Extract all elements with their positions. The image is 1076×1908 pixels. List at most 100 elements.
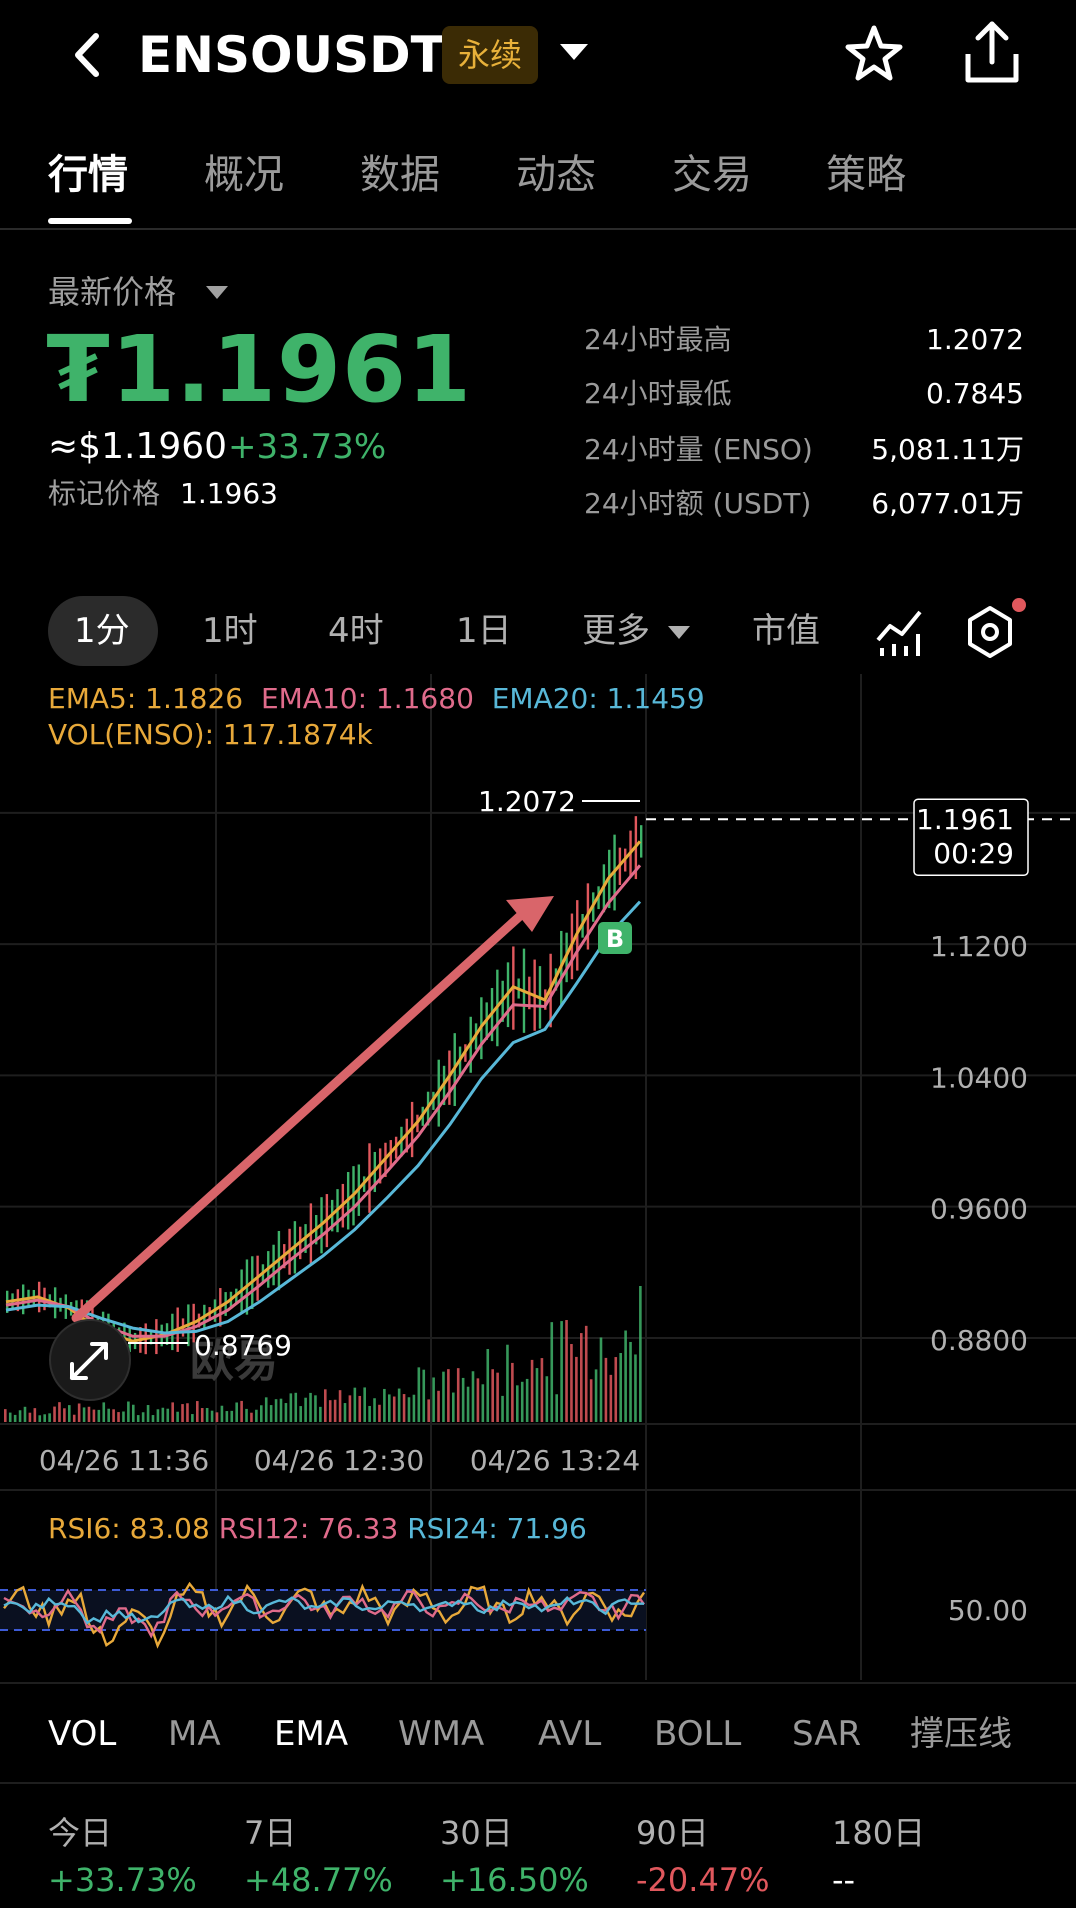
volume-bar <box>309 1392 312 1422</box>
candle <box>640 825 643 858</box>
volume-bar <box>358 1395 362 1422</box>
volume-bar <box>8 1412 12 1422</box>
tab-market[interactable]: 行情 <box>48 152 128 198</box>
back-icon[interactable] <box>62 26 112 84</box>
volume-bar <box>516 1385 519 1422</box>
volume-bar <box>18 1410 22 1422</box>
indicator-sar[interactable]: SAR <box>792 1714 862 1754</box>
last-price-label[interactable]: 最新价格 <box>48 273 177 311</box>
volume-bar <box>333 1399 337 1422</box>
volume-bar <box>274 1399 278 1422</box>
chevron-down-icon[interactable] <box>560 44 588 60</box>
ema-legend: EMA5: 1.1826 EMA10: 1.1680 EMA20: 1.1459 <box>48 680 705 718</box>
chart-indicator-icon[interactable] <box>872 604 928 660</box>
volume-bar <box>634 1354 637 1422</box>
volume-bar <box>373 1398 376 1422</box>
volume-bar <box>196 1401 199 1422</box>
volume-bar <box>427 1399 430 1422</box>
divider <box>0 1782 1076 1784</box>
low-price-label: 0.8769 <box>194 1329 292 1362</box>
interval-1m[interactable]: 1分 <box>74 611 130 651</box>
volume-bar <box>580 1333 583 1422</box>
volume-bar <box>235 1402 238 1422</box>
mark-price-label: 标记价格 <box>48 477 161 510</box>
volume-bar <box>535 1368 539 1422</box>
volume-bar <box>530 1359 534 1422</box>
volume-bar <box>338 1390 342 1422</box>
indicator-boll[interactable]: BOLL <box>654 1714 742 1754</box>
indicator-ma[interactable]: MA <box>168 1714 221 1754</box>
tab-data[interactable]: 数据 <box>360 152 440 198</box>
volume-bar <box>156 1409 160 1422</box>
indicator-ema[interactable]: EMA <box>274 1714 349 1754</box>
volume-bar <box>250 1412 253 1422</box>
volume-bar <box>432 1377 435 1422</box>
y-tick-label: 1.1200 <box>930 930 1028 963</box>
volume-bar <box>348 1395 352 1422</box>
period-label-90d: 90日 <box>636 1814 709 1852</box>
share-icon[interactable] <box>960 20 1024 86</box>
volume-bar <box>570 1344 573 1422</box>
interval-1d[interactable]: 1日 <box>456 611 512 651</box>
rsi-band <box>0 1590 646 1630</box>
volume-bar <box>456 1368 460 1422</box>
volume-bar <box>343 1403 347 1422</box>
volume-bar <box>58 1402 61 1422</box>
ema10-legend: EMA10: 1.1680 <box>260 682 474 715</box>
volume-bar <box>77 1403 81 1422</box>
volume-bar <box>304 1397 307 1422</box>
volume-bar <box>422 1369 426 1422</box>
volume-bar <box>594 1369 598 1422</box>
symbol-title[interactable]: ENSOUSDT <box>138 26 445 84</box>
trend-arrow-head <box>506 896 554 932</box>
volume-bar <box>92 1409 96 1422</box>
volume-bar <box>452 1392 455 1422</box>
watermark: 欧易 <box>190 1336 278 1387</box>
volume-bar <box>555 1394 558 1422</box>
volume-bar <box>141 1412 145 1422</box>
market-cap-button[interactable]: 市值 <box>752 611 820 651</box>
tab-trade[interactable]: 交易 <box>672 152 752 198</box>
interval-4h[interactable]: 4时 <box>328 611 384 651</box>
interval-more[interactable]: 更多 <box>582 611 650 651</box>
usd-price: ≈$1.1960 <box>48 426 228 467</box>
tab-news[interactable]: 动态 <box>516 152 596 198</box>
interval-selected-pill <box>48 596 158 666</box>
period-value-30d: +16.50% <box>440 1861 589 1899</box>
indicator-vol[interactable]: VOL <box>48 1714 117 1754</box>
indicator-avl[interactable]: AVL <box>538 1714 602 1754</box>
ema20-line <box>5 900 642 1335</box>
volume-bar <box>289 1393 293 1422</box>
indicator-wma[interactable]: WMA <box>398 1714 485 1754</box>
tab-overview[interactable]: 概况 <box>204 152 284 198</box>
current-price-box <box>913 798 1029 876</box>
stat-label-turnover: 24小时额 (USDT) <box>584 487 812 520</box>
indicator-support-resistance[interactable]: 撑压线 <box>910 1714 1012 1754</box>
volume-bar <box>324 1389 327 1422</box>
interval-1h[interactable]: 1时 <box>202 611 258 651</box>
volume-bar <box>215 1412 219 1422</box>
volume-bar <box>476 1378 480 1422</box>
chevron-down-icon[interactable] <box>668 626 690 639</box>
tab-strategy[interactable]: 策略 <box>826 152 906 198</box>
chevron-down-icon[interactable] <box>206 286 228 299</box>
volume-bar <box>230 1410 234 1422</box>
period-label-7d: 7日 <box>244 1814 297 1852</box>
x-tick-label: 04/26 13:24 <box>470 1444 640 1477</box>
volume-bar <box>383 1388 386 1422</box>
volume-bar <box>38 1415 42 1422</box>
volume-bar <box>540 1358 544 1422</box>
volume-bar <box>117 1412 120 1422</box>
period-label-30d: 30日 <box>440 1814 513 1852</box>
notification-dot <box>1012 598 1026 612</box>
settings-hexagon-icon[interactable] <box>962 604 1018 660</box>
volume-bar <box>82 1407 86 1422</box>
volume-bar <box>107 1408 110 1422</box>
y-tick-label: 0.9600 <box>930 1193 1028 1226</box>
rsi24-legend: RSI24: 71.96 <box>407 1512 587 1545</box>
period-value-180d: -- <box>832 1861 856 1899</box>
star-icon[interactable] <box>842 22 906 86</box>
divider <box>0 1682 1076 1684</box>
rsi-axis-label: 50.00 <box>948 1594 1028 1627</box>
